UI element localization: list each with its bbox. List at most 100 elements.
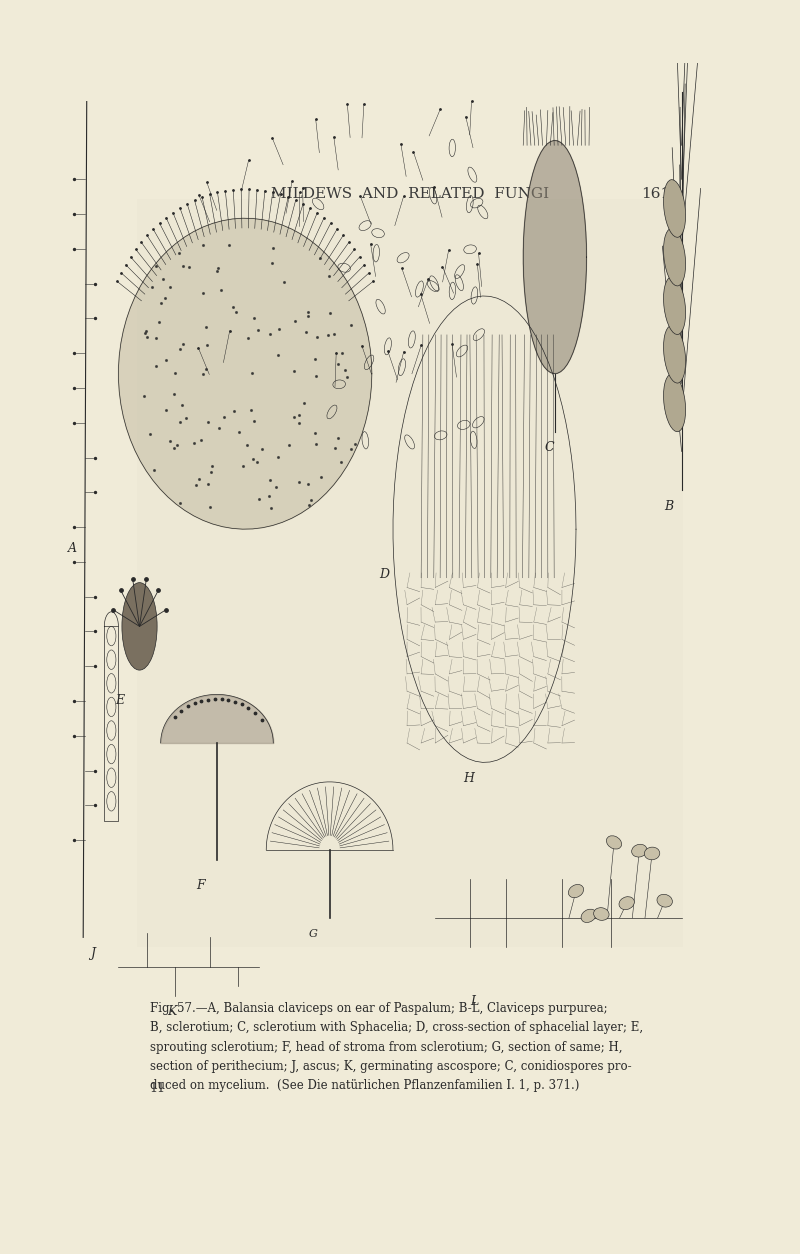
Point [294,182,306,202]
Point [394,134,407,154]
Point [331,428,344,448]
Point [154,292,167,312]
Ellipse shape [122,583,157,670]
Point [68,169,81,189]
Ellipse shape [663,179,686,237]
Point [174,339,186,359]
Text: C: C [544,441,554,454]
Point [89,448,102,468]
Point [290,191,302,211]
Point [181,194,194,214]
Point [159,350,172,370]
Point [68,552,81,572]
Point [253,489,266,509]
Point [266,238,279,258]
Point [188,693,201,714]
Point [68,517,81,537]
Point [119,255,132,275]
Point [471,253,484,273]
Text: H: H [463,772,474,785]
Point [68,413,81,433]
Point [193,184,206,204]
Point [264,470,277,490]
Point [287,408,300,428]
Point [173,411,186,431]
Point [266,128,278,148]
Point [174,198,186,218]
Point [173,243,186,263]
Point [89,622,102,642]
Point [114,581,127,601]
Point [124,247,137,267]
Point [141,226,154,246]
Text: L: L [470,996,478,1008]
Point [235,695,248,715]
Point [150,329,162,349]
Point [309,424,322,444]
Point [414,285,427,305]
Point [115,263,128,283]
Point [256,439,269,459]
Point [246,449,259,469]
Ellipse shape [632,844,647,856]
Point [199,359,212,379]
Point [459,107,472,127]
Point [218,406,230,426]
Point [328,324,341,344]
Point [157,268,170,288]
Ellipse shape [619,897,634,909]
Point [446,334,458,354]
Point [298,393,311,413]
Point [138,324,151,344]
Point [255,710,268,730]
Point [222,690,234,710]
Point [322,325,334,345]
Point [215,690,228,710]
Point [395,258,408,278]
Point [278,272,290,292]
Point [304,198,317,218]
Point [130,240,142,260]
Point [141,327,154,347]
Point [196,187,209,207]
Point [330,342,342,362]
Point [89,483,102,503]
Point [68,204,81,224]
Point [297,194,310,214]
Point [329,438,342,458]
Point [349,434,362,454]
Point [211,258,224,278]
Text: G: G [309,929,318,939]
Point [354,247,366,267]
Point [241,435,254,455]
Point [202,474,214,494]
Point [336,342,349,362]
Point [140,569,153,589]
Point [242,697,254,717]
Point [153,312,166,332]
Point [223,321,236,341]
Point [269,477,282,497]
Polygon shape [118,218,372,529]
Point [398,341,410,361]
Point [293,413,306,433]
Point [364,233,377,253]
Point [219,181,232,201]
Point [177,334,190,354]
Point [264,498,277,518]
Text: B: B [664,500,673,513]
Text: F: F [196,879,205,892]
Point [166,203,179,223]
Text: J: J [90,947,95,959]
Point [160,400,173,420]
Point [337,226,350,246]
Text: E: E [115,695,124,707]
Point [242,179,255,199]
Point [318,208,330,228]
Point [242,150,255,171]
Bar [138,198,682,947]
Point [187,434,200,454]
Point [248,308,261,329]
Point [310,434,322,454]
Point [164,277,177,297]
